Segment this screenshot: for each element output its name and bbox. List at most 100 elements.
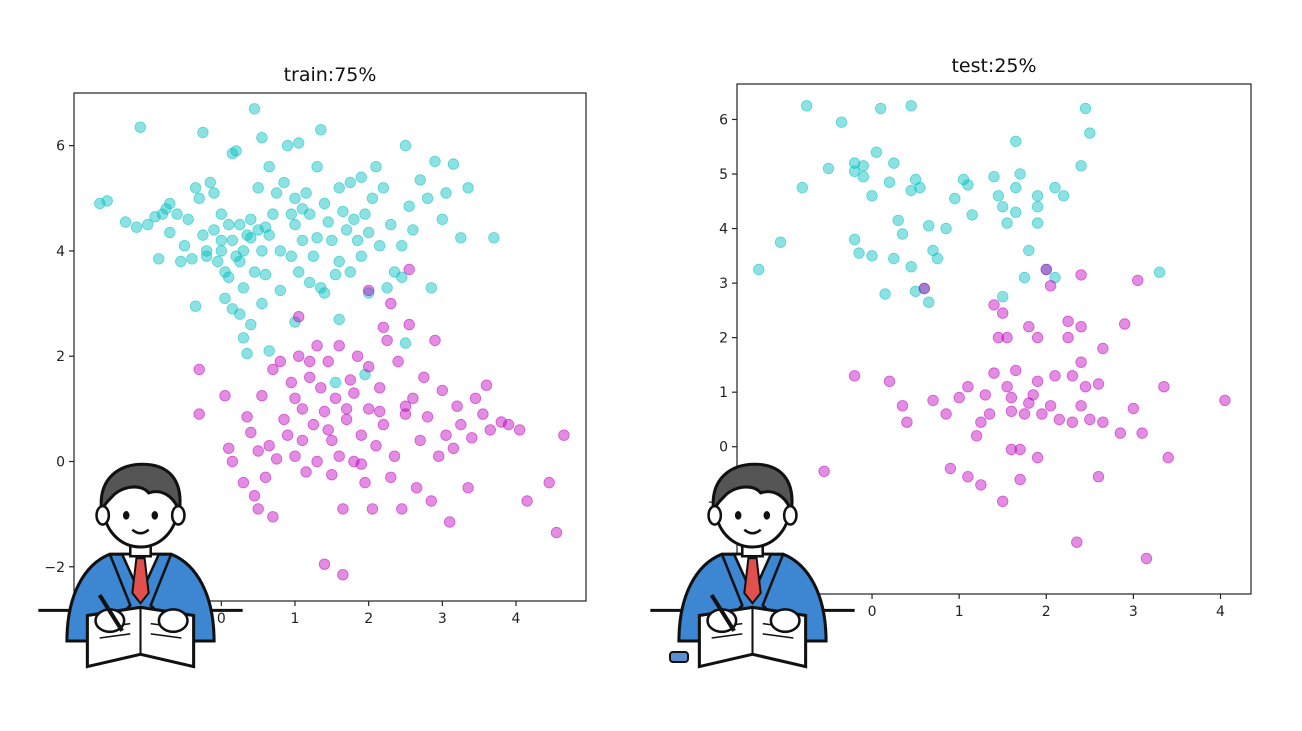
scatter-point xyxy=(923,220,935,232)
x-tick-label: 4 xyxy=(1216,604,1225,620)
scatter-point xyxy=(403,263,415,276)
scatter-point xyxy=(414,434,426,447)
scatter-point xyxy=(909,285,922,298)
scatter-point xyxy=(407,224,419,236)
scatter-point xyxy=(866,190,878,202)
scatter-point xyxy=(355,458,368,470)
scatter-point xyxy=(992,190,1005,202)
scatter-point xyxy=(141,218,154,231)
scatter-point xyxy=(215,245,228,257)
scatter-point xyxy=(436,213,449,226)
scatter-point xyxy=(888,157,900,169)
scatter-point xyxy=(318,405,331,418)
scatter-point xyxy=(208,187,220,199)
scatter-point xyxy=(835,116,848,128)
scatter-point xyxy=(241,347,253,360)
x-tick-label: 0 xyxy=(868,604,877,620)
scatter-point xyxy=(1066,370,1079,382)
scatter-point xyxy=(997,200,1009,213)
scatter-point xyxy=(796,181,809,194)
scatter-point xyxy=(237,476,250,489)
scatter-point xyxy=(1097,342,1109,355)
scatter-point xyxy=(488,232,500,244)
scatter-point xyxy=(848,233,861,246)
scatter-point xyxy=(355,429,368,441)
scatter-point xyxy=(248,490,261,502)
scatter-point xyxy=(455,232,467,244)
scatter-point xyxy=(307,418,320,431)
scatter-point xyxy=(237,282,250,294)
scatter-point xyxy=(1071,536,1083,548)
scatter-point xyxy=(550,526,563,539)
scatter-point xyxy=(857,160,870,172)
scatter-point xyxy=(905,100,917,112)
scatter-point xyxy=(774,236,787,248)
scatter-point xyxy=(480,379,493,391)
scatter-point xyxy=(304,276,316,289)
scatter-point xyxy=(237,245,250,257)
scatter-point xyxy=(927,394,939,407)
scatter-point xyxy=(447,158,460,170)
scatter-point xyxy=(1079,381,1092,393)
scatter-point xyxy=(274,355,287,368)
scatter-point xyxy=(363,361,375,373)
scatter-point xyxy=(455,418,467,431)
scatter-point xyxy=(962,471,974,483)
scatter-point xyxy=(285,376,298,389)
scatter-point xyxy=(558,429,570,441)
y-tick-label: 2 xyxy=(56,349,65,365)
scatter-point xyxy=(444,516,456,528)
scatter-point xyxy=(278,413,290,426)
scatter-point xyxy=(1018,408,1031,420)
scatter-point xyxy=(311,340,323,352)
scatter-point xyxy=(370,160,382,173)
scatter-point xyxy=(1066,416,1079,428)
scatter-point xyxy=(896,400,909,412)
scatter-point xyxy=(848,165,861,178)
scatter-point xyxy=(966,209,978,221)
scatter-point xyxy=(363,403,375,415)
scatter-point xyxy=(197,229,209,241)
scatter-point xyxy=(296,234,309,247)
scatter-point xyxy=(285,208,298,220)
x-tick-label: 1 xyxy=(955,604,964,620)
scatter-point xyxy=(363,287,375,299)
scatter-point xyxy=(134,121,147,133)
scatter-point xyxy=(355,171,368,183)
scatter-point xyxy=(337,205,349,218)
eraser-icon xyxy=(669,651,689,663)
scatter-point xyxy=(1079,102,1092,115)
scatter-point xyxy=(377,418,390,431)
plot-frame xyxy=(73,92,587,602)
scatter-point xyxy=(204,176,217,189)
scatter-point xyxy=(425,282,438,294)
scatter-point xyxy=(348,213,360,226)
scatter-point xyxy=(1027,389,1039,401)
scatter-point xyxy=(293,266,305,278)
scatter-point xyxy=(495,416,508,428)
scatter-point xyxy=(164,226,176,239)
scatter-point xyxy=(189,182,202,194)
scatter-point xyxy=(1001,217,1013,229)
scatter-point xyxy=(333,182,345,194)
scatter-point xyxy=(263,229,275,241)
scatter-point xyxy=(940,408,952,420)
scatter-point xyxy=(230,145,242,157)
scatter-point xyxy=(333,340,345,352)
scatter-point xyxy=(883,176,896,188)
scatter-point xyxy=(988,299,1000,311)
scatter-point xyxy=(263,345,275,357)
scatter-point xyxy=(256,131,268,144)
scatter-point xyxy=(1053,413,1066,426)
scatter-point xyxy=(333,450,345,462)
scatter-point xyxy=(396,239,408,252)
scatter-point xyxy=(381,334,393,347)
scatter-point xyxy=(914,181,926,194)
scatter-point xyxy=(256,390,268,402)
scatter-point xyxy=(289,192,301,205)
scatter-point xyxy=(975,479,987,491)
scatter-point xyxy=(979,389,992,401)
scatter-point xyxy=(801,100,813,112)
scatter-point xyxy=(289,218,301,231)
scatter-point xyxy=(421,192,434,205)
